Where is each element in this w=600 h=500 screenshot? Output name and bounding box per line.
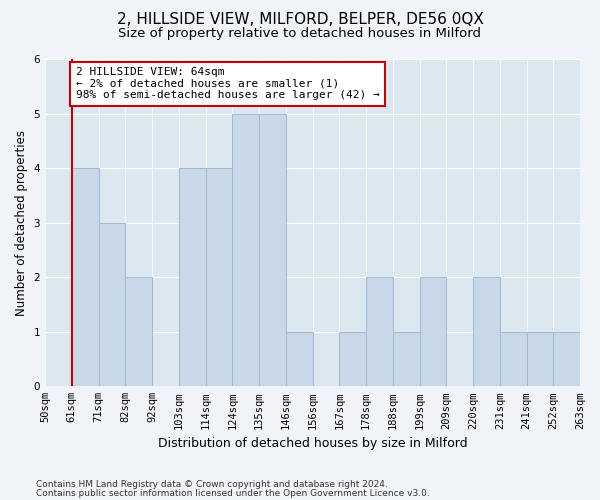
Bar (259, 114, 286, 386)
Bar (179, 168, 206, 386)
Text: Contains public sector information licensed under the Open Government Licence v3: Contains public sector information licen… (36, 488, 430, 498)
Text: Size of property relative to detached houses in Milford: Size of property relative to detached ho… (119, 28, 482, 40)
Bar (473, 277, 500, 386)
Bar (232, 114, 259, 386)
Bar (393, 332, 419, 386)
Bar (125, 277, 152, 386)
X-axis label: Distribution of detached houses by size in Milford: Distribution of detached houses by size … (158, 437, 467, 450)
Text: Contains HM Land Registry data © Crown copyright and database right 2024.: Contains HM Land Registry data © Crown c… (36, 480, 388, 489)
Bar (72, 168, 98, 386)
Bar (286, 332, 313, 386)
Bar (366, 277, 393, 386)
Bar (98, 222, 125, 386)
Bar (419, 277, 446, 386)
Text: 2, HILLSIDE VIEW, MILFORD, BELPER, DE56 0QX: 2, HILLSIDE VIEW, MILFORD, BELPER, DE56 … (116, 12, 484, 28)
Text: 2 HILLSIDE VIEW: 64sqm
← 2% of detached houses are smaller (1)
98% of semi-detac: 2 HILLSIDE VIEW: 64sqm ← 2% of detached … (76, 67, 380, 100)
Bar (206, 168, 232, 386)
Bar (553, 332, 580, 386)
Y-axis label: Number of detached properties: Number of detached properties (15, 130, 28, 316)
Bar (527, 332, 553, 386)
Bar (339, 332, 366, 386)
Bar (500, 332, 527, 386)
